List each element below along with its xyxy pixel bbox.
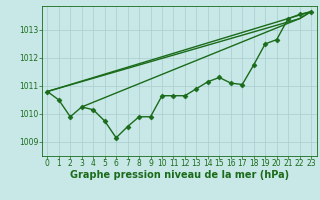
X-axis label: Graphe pression niveau de la mer (hPa): Graphe pression niveau de la mer (hPa) [70, 170, 289, 180]
